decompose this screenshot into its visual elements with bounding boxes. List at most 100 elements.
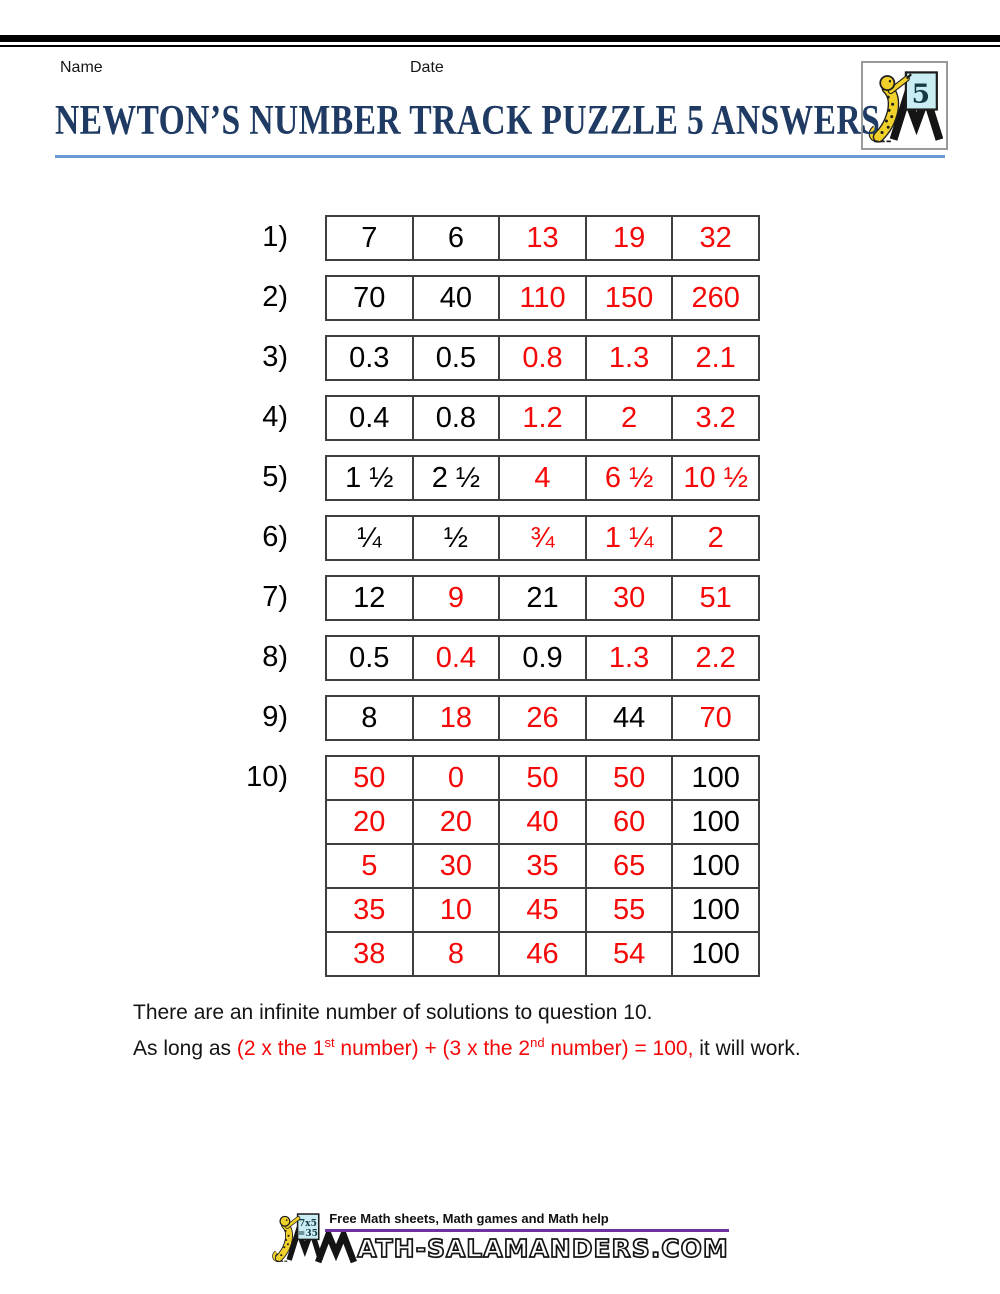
track-cell: 40 — [411, 275, 501, 321]
track-table: 8 18 26 44 70 — [325, 695, 760, 741]
solution-note: There are an infinite number of solution… — [133, 1000, 801, 1072]
title-underline-rule — [55, 155, 945, 158]
track-table: 0.5 0.4 0.9 1.3 2.2 — [325, 635, 760, 681]
track-row: 4) 0.4 0.8 1.2 2 3.2 — [0, 395, 1000, 441]
track-cell: 10 — [411, 887, 501, 933]
track-cell: 51 — [671, 575, 760, 621]
track-cell: 2.1 — [671, 335, 760, 381]
solution-note-fragment: As long as — [133, 1037, 237, 1060]
track-cell: 100 — [671, 931, 760, 977]
solution-note-fragment: it will work. — [693, 1037, 801, 1060]
track-cell: 2 — [671, 515, 760, 561]
date-label: Date — [410, 59, 444, 76]
solution-note-fragment: nd — [530, 1035, 545, 1050]
track-label: 6) — [262, 521, 288, 553]
track-table: 50 0 50 50 100 20 20 40 60 100 5 30 35 65 100 35 10 45 55 1… — [325, 755, 760, 977]
solution-note-fragment: (2 x the 1 — [236, 1037, 325, 1060]
track-cell: 20 — [411, 799, 501, 845]
track-cell: 260 — [671, 275, 760, 321]
salamander-icon: 5 — [868, 70, 943, 143]
track-cell: ¼ — [325, 515, 414, 561]
track-cell: 2.2 — [671, 635, 760, 681]
track-cell: 8 — [325, 695, 414, 741]
solution-note-fragment: number) + (3 x the 2 — [334, 1037, 531, 1060]
track-cell: 70 — [671, 695, 760, 741]
card-equation-line1: 7x5 — [299, 1218, 317, 1229]
track-cell: 44 — [584, 695, 674, 741]
solution-note-line2: As long as (2 x the 1st number) + (3 x t… — [133, 1036, 801, 1062]
track-cell: 1 ¼ — [584, 515, 674, 561]
track-cell: 35 — [498, 843, 587, 889]
track-cell: 0.5 — [411, 335, 501, 381]
track-cell: 150 — [584, 275, 674, 321]
track-cell: 60 — [584, 799, 674, 845]
track-cell: 9 — [411, 575, 501, 621]
track-label: 10) — [246, 761, 288, 793]
solution-note-fragment: number) = 100, — [544, 1037, 694, 1060]
track-cell: 32 — [671, 215, 760, 261]
track-cell: 1.3 — [584, 635, 674, 681]
track-row: 9) 8 18 26 44 70 — [0, 695, 1000, 741]
page-title: NEWTON’S NUMBER TRACK PUZZLE 5 ANSWERS — [55, 98, 881, 144]
track-cell: 55 — [584, 887, 674, 933]
track-cell: 6 — [411, 215, 501, 261]
track-cell: 0.4 — [325, 395, 414, 441]
track-row: 3) 0.3 0.5 0.8 1.3 2.1 — [0, 335, 1000, 381]
math-salamanders-badge: 5 — [861, 61, 948, 150]
track-label: 4) — [262, 401, 288, 433]
number-tracks: 1) 7 6 13 19 32 2) 70 40 110 150 260 3) 0.3 0.5 0.8 1.3 2… — [0, 215, 1000, 991]
track-cell: 5 — [325, 843, 414, 889]
track-cell: ½ — [411, 515, 501, 561]
track-cell: 21 — [498, 575, 587, 621]
track-label: 7) — [262, 581, 288, 613]
track-cell: 0.8 — [498, 335, 587, 381]
track-cell: 4 — [498, 455, 587, 501]
track-cell: 30 — [411, 843, 501, 889]
track-row: 10) 50 0 50 50 100 20 20 40 60 100 5 30 35 65 100 35 10 45… — [0, 755, 1000, 977]
track-cell: 35 — [325, 887, 414, 933]
track-row: 7) 12 9 21 30 51 — [0, 575, 1000, 621]
track-label: 1) — [262, 221, 288, 253]
footer-tagline: Free Math sheets, Math games and Math he… — [325, 1209, 729, 1232]
track-cell: 100 — [671, 887, 760, 933]
footer-logo: 7x5 =35 — [0, 1209, 1000, 1265]
track-table: 7 6 13 19 32 — [325, 215, 760, 261]
track-cell: 1.2 — [498, 395, 587, 441]
track-cell: 8 — [411, 931, 501, 977]
track-label: 3) — [262, 341, 288, 373]
top-border-rule — [0, 35, 1000, 47]
track-cell: 0.5 — [325, 635, 414, 681]
track-cell: 19 — [584, 215, 674, 261]
track-cell: 100 — [671, 799, 760, 845]
track-cell: 54 — [584, 931, 674, 977]
track-cell: 2 — [584, 395, 674, 441]
track-cell: 10 ½ — [671, 455, 760, 501]
salamander-body-small — [272, 1215, 301, 1263]
track-cell: 100 — [671, 843, 760, 889]
track-cell: 0.9 — [498, 635, 587, 681]
track-row: 2) 70 40 110 150 260 — [0, 275, 1000, 321]
track-cell: 18 — [411, 695, 501, 741]
track-cell: 6 ½ — [584, 455, 674, 501]
track-cell: 70 — [325, 275, 414, 321]
track-cell: 100 — [671, 755, 760, 801]
track-table: 70 40 110 150 260 — [325, 275, 760, 321]
number-card — [904, 70, 938, 111]
track-cell: 0.4 — [411, 635, 501, 681]
track-cell: ¾ — [498, 515, 587, 561]
card-equation-line2: =35 — [298, 1228, 318, 1239]
track-cell: 50 — [498, 755, 587, 801]
track-row: 8) 0.5 0.4 0.9 1.3 2.2 — [0, 635, 1000, 681]
salamander-body — [868, 72, 912, 143]
solution-note-fragment: st — [324, 1035, 335, 1050]
track-cell: 3.2 — [671, 395, 760, 441]
track-cell: 45 — [498, 887, 587, 933]
track-cell: 38 — [325, 931, 414, 977]
track-label: 2) — [262, 281, 288, 313]
track-cell: 20 — [325, 799, 414, 845]
